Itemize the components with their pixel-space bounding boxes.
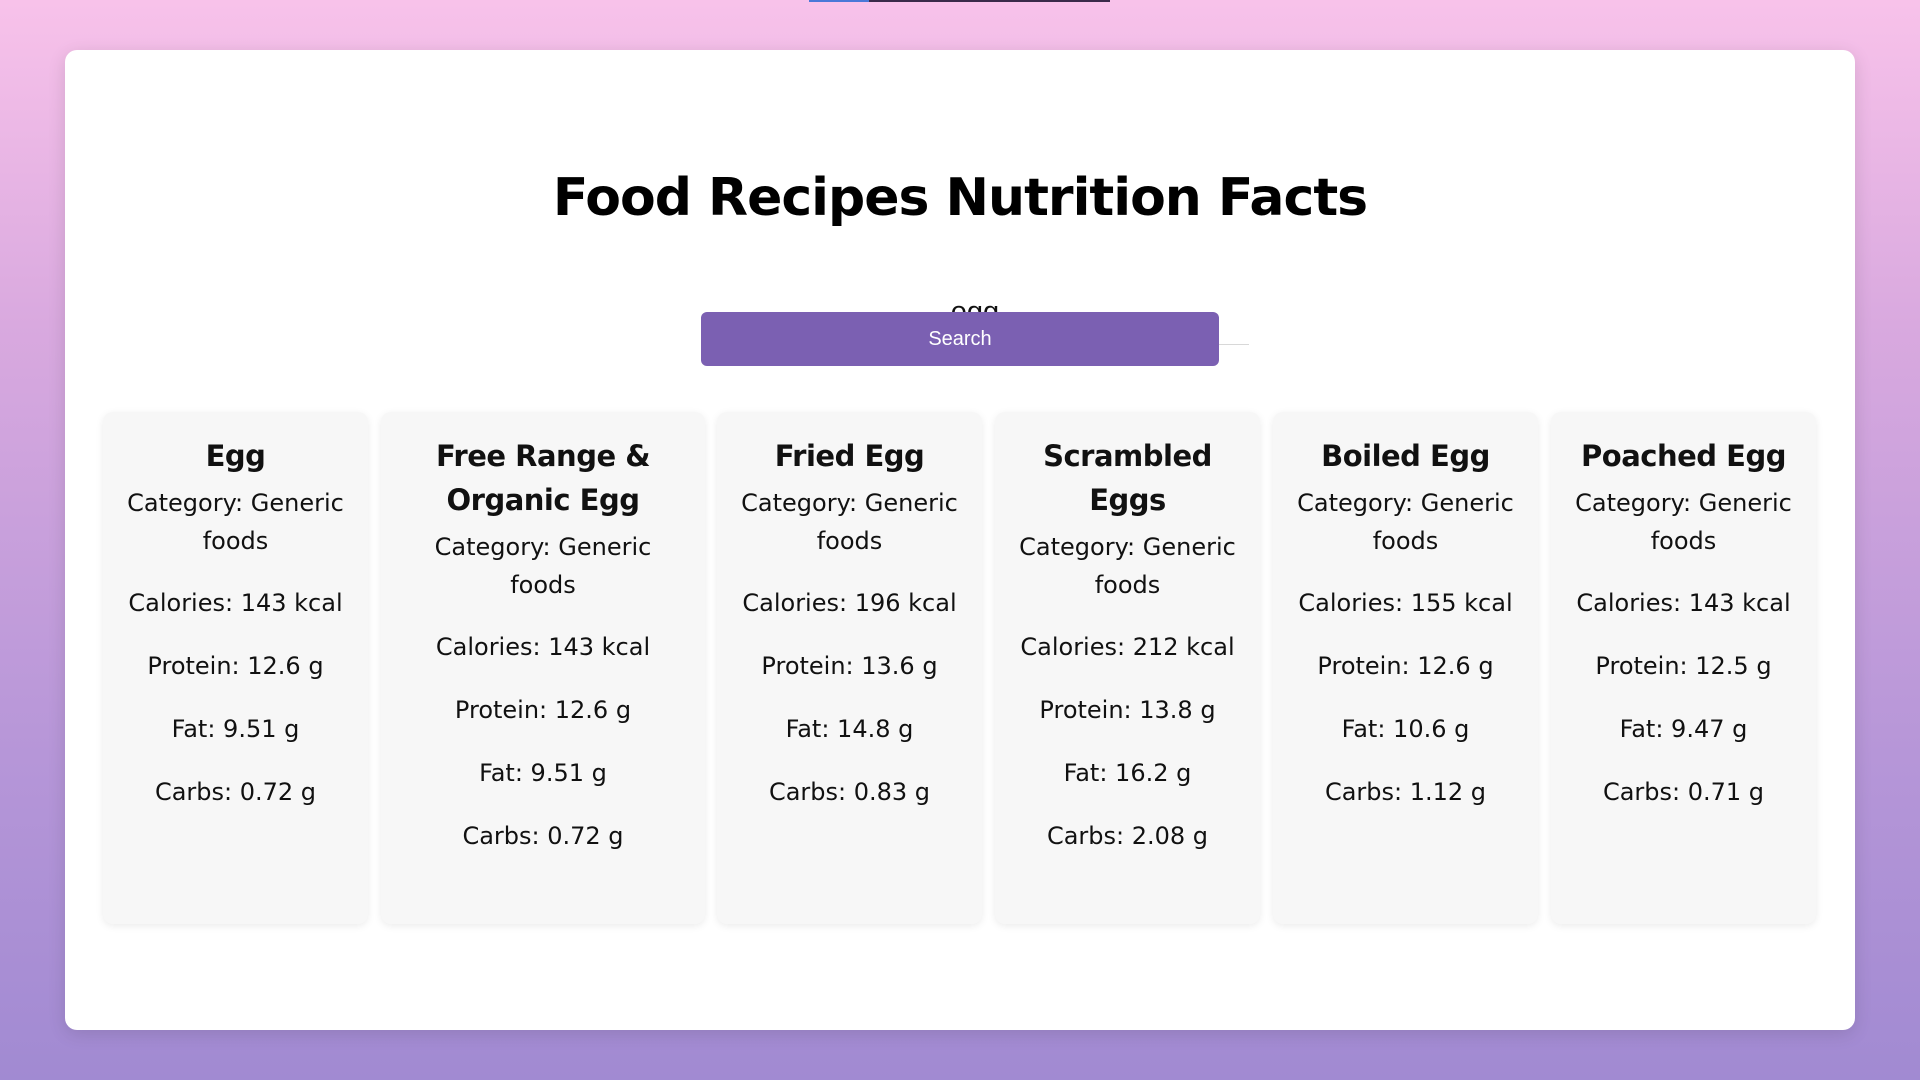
food-protein: Protein: 12.6 g [147,652,324,680]
food-card: Poached Egg Category: Generic foods Calo… [1551,412,1816,924]
food-carbs: Carbs: 1.12 g [1324,778,1487,806]
food-carbs: Carbs: 0.83 g [768,778,931,806]
food-category: Category: Generic foods [127,489,344,555]
food-carbs: Carbs: 2.08 g [1046,822,1209,850]
food-fat: Fat: 14.8 g [785,715,914,743]
food-name: Free Range & Organic Egg [435,439,651,517]
food-protein: Protein: 13.8 g [1039,696,1216,724]
food-category: Category: Generic foods [741,489,958,555]
food-calories: Calories: 155 kcal [1298,589,1513,617]
food-calories: Calories: 196 kcal [742,589,957,617]
food-card: Scrambled Eggs Category: Generic foods C… [995,412,1260,924]
food-name: Boiled Egg [1321,439,1490,473]
food-name: Egg [205,439,266,473]
food-carbs: Carbs: 0.72 g [154,778,317,806]
food-protein: Protein: 12.5 g [1595,652,1772,680]
main-panel: Food Recipes Nutrition Facts Search Egg … [65,50,1855,1030]
loading-progress-bar [809,0,1110,2]
food-protein: Protein: 13.6 g [761,652,938,680]
food-category: Category: Generic foods [1575,489,1792,555]
food-name: Poached Egg [1581,439,1786,473]
food-fat: Fat: 9.51 g [479,759,607,787]
food-fat: Fat: 9.47 g [1619,715,1748,743]
food-category: Category: Generic foods [1297,489,1514,555]
food-carbs: Carbs: 0.71 g [1602,778,1765,806]
food-calories: Calories: 212 kcal [1020,633,1235,661]
food-category: Category: Generic foods [434,533,652,599]
food-calories: Calories: 143 kcal [435,633,651,661]
food-category: Category: Generic foods [1019,533,1236,599]
food-fat: Fat: 16.2 g [1063,759,1192,787]
food-protein: Protein: 12.6 g [454,696,632,724]
food-card: Fried Egg Category: Generic foods Calori… [717,412,982,924]
food-carbs: Carbs: 0.72 g [462,822,624,850]
food-calories: Calories: 143 kcal [1576,589,1791,617]
food-fat: Fat: 10.6 g [1341,715,1470,743]
food-card: Egg Category: Generic foods Calories: 14… [103,412,368,924]
loading-progress-fill [809,0,870,2]
food-name: Scrambled Eggs [1043,439,1212,517]
page-title: Food Recipes Nutrition Facts [552,168,1368,228]
food-card: Free Range & Organic Egg Category: Gener… [381,412,705,924]
food-protein: Protein: 12.6 g [1317,652,1494,680]
food-card: Boiled Egg Category: Generic foods Calor… [1273,412,1538,924]
food-calories: Calories: 143 kcal [128,589,343,617]
search-button[interactable]: Search [701,312,1219,366]
food-fat: Fat: 9.51 g [171,715,300,743]
food-name: Fried Egg [774,439,925,473]
